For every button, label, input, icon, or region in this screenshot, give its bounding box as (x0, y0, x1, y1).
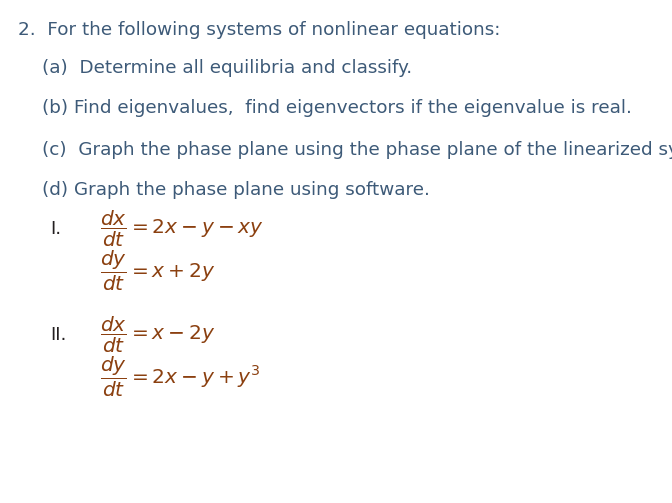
Text: (c)  Graph the phase plane using the phase plane of the linearized system.: (c) Graph the phase plane using the phas… (42, 141, 672, 159)
Text: $\dfrac{dy}{dt} = 2x - y + y^3$: $\dfrac{dy}{dt} = 2x - y + y^3$ (100, 355, 261, 399)
Text: (a)  Determine all equilibria and classify.: (a) Determine all equilibria and classif… (42, 59, 412, 77)
Text: (b) Find eigenvalues,  find eigenvectors if the eigenvalue is real.: (b) Find eigenvalues, find eigenvectors … (42, 99, 632, 117)
Text: 2.  For the following systems of nonlinear equations:: 2. For the following systems of nonlinea… (18, 21, 501, 39)
Text: $\dfrac{dx}{dt} = x - 2y$: $\dfrac{dx}{dt} = x - 2y$ (100, 315, 216, 355)
Text: $\dfrac{dy}{dt} = x + 2y$: $\dfrac{dy}{dt} = x + 2y$ (100, 249, 216, 293)
Text: (d) Graph the phase plane using software.: (d) Graph the phase plane using software… (42, 181, 430, 199)
Text: $\dfrac{dx}{dt} = 2x - y - xy$: $\dfrac{dx}{dt} = 2x - y - xy$ (100, 209, 264, 249)
Text: I.: I. (50, 220, 61, 238)
Text: II.: II. (50, 326, 67, 344)
